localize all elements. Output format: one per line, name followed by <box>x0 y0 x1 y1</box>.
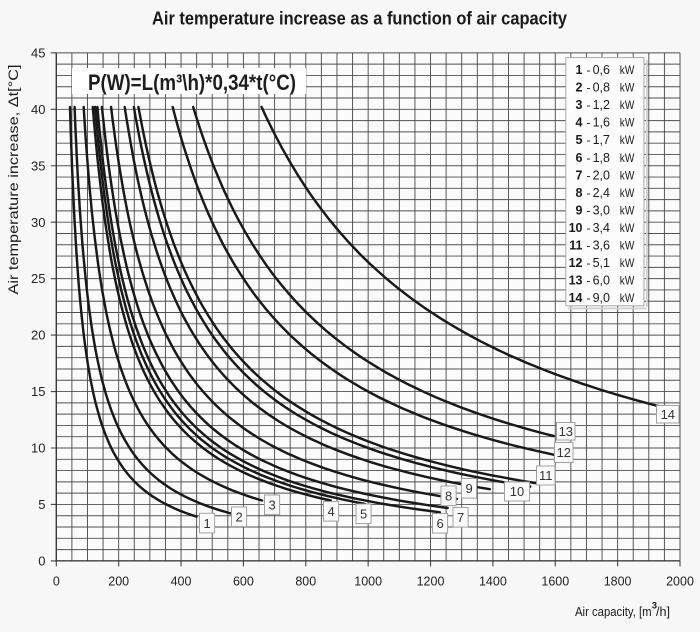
svg-text:/h]: /h] <box>656 604 670 619</box>
svg-text:-: - <box>587 116 591 130</box>
svg-text:14: 14 <box>569 291 583 305</box>
svg-text:35: 35 <box>31 158 45 173</box>
svg-text:7: 7 <box>457 510 464 525</box>
svg-text:kW: kW <box>620 291 635 305</box>
svg-text:-: - <box>587 81 591 95</box>
svg-text:Air capacity, [m: Air capacity, [m <box>575 604 652 619</box>
svg-text:11: 11 <box>569 239 582 253</box>
svg-text:5,1: 5,1 <box>593 256 610 270</box>
svg-text:600: 600 <box>233 575 254 589</box>
svg-text:3,4: 3,4 <box>593 221 610 235</box>
svg-text:kW: kW <box>620 151 635 165</box>
svg-text:10: 10 <box>31 441 45 456</box>
svg-text:-: - <box>587 151 591 165</box>
svg-text:kW: kW <box>620 133 635 147</box>
svg-text:-: - <box>587 256 591 270</box>
svg-text:1600: 1600 <box>541 575 569 589</box>
svg-text:12: 12 <box>569 256 583 270</box>
svg-text:10: 10 <box>510 484 524 499</box>
svg-text:0: 0 <box>38 554 45 569</box>
svg-text:3,6: 3,6 <box>593 239 610 253</box>
svg-text:6: 6 <box>436 516 443 531</box>
svg-text:-: - <box>587 221 591 235</box>
svg-text:kW: kW <box>620 98 635 112</box>
svg-text:kW: kW <box>620 239 635 253</box>
svg-text:2000: 2000 <box>666 575 694 589</box>
svg-text:8: 8 <box>445 489 452 504</box>
svg-text:kW: kW <box>620 81 635 95</box>
svg-text:2: 2 <box>235 510 242 525</box>
svg-text:-: - <box>587 274 591 288</box>
svg-text:4: 4 <box>576 116 583 130</box>
svg-text:-: - <box>587 168 591 182</box>
svg-text:1,2: 1,2 <box>593 98 610 112</box>
svg-text:5: 5 <box>38 497 45 512</box>
svg-text:5: 5 <box>576 133 583 147</box>
svg-text:0,8: 0,8 <box>593 81 610 95</box>
svg-text:-: - <box>587 239 591 253</box>
svg-text:20: 20 <box>31 328 45 343</box>
svg-text:13: 13 <box>559 424 573 439</box>
svg-text:11: 11 <box>539 468 553 483</box>
svg-text:2,4: 2,4 <box>593 186 610 200</box>
svg-text:0: 0 <box>53 575 60 589</box>
svg-text:800: 800 <box>295 575 316 589</box>
svg-text:1000: 1000 <box>354 575 382 589</box>
svg-text:Air temperature increase, Δt[°: Air temperature increase, Δt[°C] <box>5 65 21 295</box>
svg-text:2: 2 <box>576 81 583 95</box>
svg-text:kW: kW <box>620 168 635 182</box>
svg-text:5: 5 <box>360 507 367 522</box>
svg-text:kW: kW <box>620 256 635 270</box>
svg-text:Air temperature increase as a: Air temperature increase as a function o… <box>152 8 568 29</box>
svg-text:1,8: 1,8 <box>593 151 610 165</box>
svg-text:1800: 1800 <box>604 575 632 589</box>
svg-text:-: - <box>587 186 591 200</box>
svg-text:kW: kW <box>620 221 635 235</box>
svg-text:1,6: 1,6 <box>593 116 610 130</box>
svg-text:13: 13 <box>569 274 583 288</box>
svg-text:1: 1 <box>203 516 210 531</box>
svg-text:1,7: 1,7 <box>593 133 610 147</box>
svg-text:-: - <box>587 133 591 147</box>
svg-text:-: - <box>587 291 591 305</box>
svg-text:-: - <box>587 98 591 112</box>
svg-text:3: 3 <box>652 601 657 612</box>
svg-text:3,0: 3,0 <box>593 203 610 217</box>
svg-text:9,0: 9,0 <box>593 291 610 305</box>
svg-text:-: - <box>587 63 591 77</box>
svg-text:6,0: 6,0 <box>593 274 610 288</box>
svg-text:400: 400 <box>171 575 192 589</box>
svg-text:9: 9 <box>576 203 583 217</box>
svg-text:3: 3 <box>576 98 583 112</box>
svg-text:1400: 1400 <box>479 575 507 589</box>
svg-text:40: 40 <box>31 102 45 117</box>
svg-text:10: 10 <box>569 221 583 235</box>
svg-text:kW: kW <box>620 116 635 130</box>
svg-text:3: 3 <box>268 498 275 513</box>
svg-text:kW: kW <box>620 274 635 288</box>
svg-text:kW: kW <box>620 186 635 200</box>
svg-text:kW: kW <box>620 63 635 77</box>
svg-text:15: 15 <box>31 384 45 399</box>
svg-text:30: 30 <box>31 215 45 230</box>
svg-text:4: 4 <box>327 504 334 519</box>
svg-text:9: 9 <box>465 481 472 496</box>
svg-text:200: 200 <box>108 575 129 589</box>
svg-text:1: 1 <box>576 63 583 77</box>
svg-text:-: - <box>587 203 591 217</box>
svg-text:8: 8 <box>576 186 583 200</box>
svg-text:45: 45 <box>31 46 45 61</box>
svg-text:2,0: 2,0 <box>593 168 610 182</box>
svg-text:kW: kW <box>620 203 635 217</box>
svg-text:6: 6 <box>576 151 583 165</box>
svg-text:1200: 1200 <box>417 575 445 589</box>
svg-text:7: 7 <box>576 168 583 182</box>
svg-text:P(W)=L(m³\h)*0,34*t(°C): P(W)=L(m³\h)*0,34*t(°C) <box>88 70 296 95</box>
svg-text:0,6: 0,6 <box>593 63 610 77</box>
svg-text:14: 14 <box>661 407 675 422</box>
svg-text:25: 25 <box>31 271 45 286</box>
svg-text:12: 12 <box>557 445 571 460</box>
